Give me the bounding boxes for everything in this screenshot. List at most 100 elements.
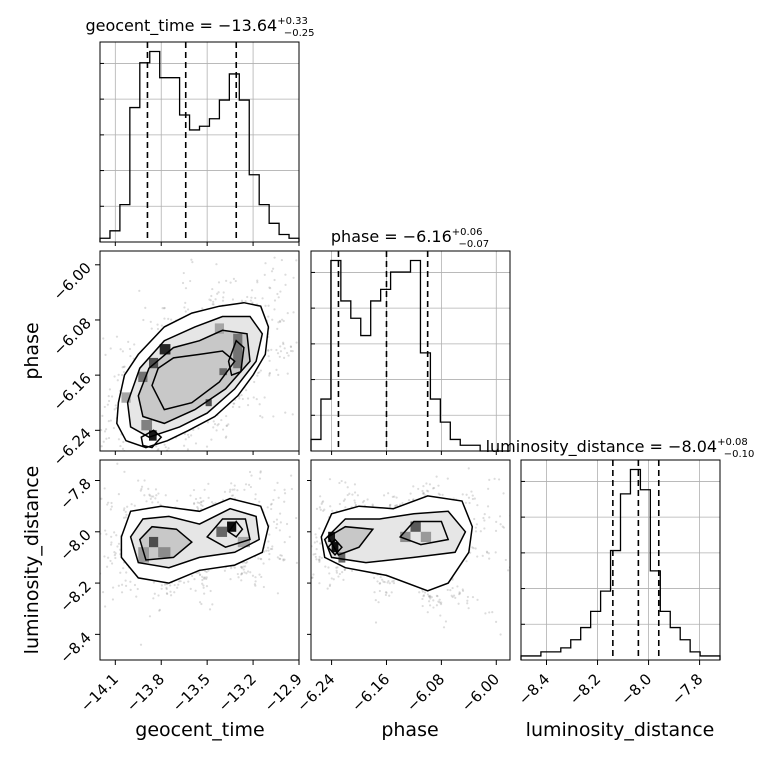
ytick-label-luminosity_distance: −8.2 xyxy=(56,577,94,615)
scatter-point xyxy=(103,405,106,409)
contour-line-3 xyxy=(398,520,450,546)
scatter-point xyxy=(280,318,284,321)
scatter-point xyxy=(90,448,92,450)
scatter-point xyxy=(225,414,228,418)
scatter-point xyxy=(231,405,235,408)
scatter-point xyxy=(451,586,454,590)
scatter-point xyxy=(201,578,204,582)
scatter-point xyxy=(238,405,241,409)
scatter-point xyxy=(251,301,254,304)
scatter-point xyxy=(194,589,197,592)
scatter-point xyxy=(267,549,270,552)
scatter-point xyxy=(465,493,468,496)
scatter-point xyxy=(143,494,146,497)
scatter-point xyxy=(319,508,322,511)
scatter-point xyxy=(275,368,278,371)
scatter-point xyxy=(258,573,261,576)
scatter-point xyxy=(193,466,195,468)
scatter-point xyxy=(190,258,193,261)
scatter-point xyxy=(418,591,421,594)
scatter-point xyxy=(217,291,220,294)
scatter-point xyxy=(273,489,276,492)
scatter-point xyxy=(425,489,429,492)
scatter-point xyxy=(497,478,501,481)
scatter-point xyxy=(382,580,385,583)
scatter-point xyxy=(240,572,244,575)
scatter-point xyxy=(511,521,513,523)
scatter-point xyxy=(341,571,344,574)
scatter-point xyxy=(231,298,235,301)
scatter-point xyxy=(230,566,233,570)
title-luminosity-distance: luminosity_distance = −8.04+0.08 −0.10 xyxy=(486,437,755,460)
scatter-point xyxy=(243,571,246,574)
scatter-point xyxy=(225,279,228,282)
scatter-point xyxy=(211,603,214,606)
scatter-point xyxy=(198,573,202,576)
scatter-point xyxy=(177,583,180,586)
scatter-point xyxy=(113,375,116,378)
scatter-point xyxy=(289,474,293,477)
scatter-point xyxy=(269,287,272,290)
scatter-point xyxy=(217,281,221,284)
scatter-point xyxy=(97,369,99,371)
scatter-point xyxy=(263,273,266,276)
scatter-point xyxy=(140,487,143,491)
scatter-point xyxy=(116,379,119,382)
scatter-point xyxy=(221,498,225,501)
scatter-point xyxy=(143,466,145,468)
hist-panel-geocent_time xyxy=(99,41,300,243)
scatter-point xyxy=(110,474,112,476)
scatter-point xyxy=(216,424,219,427)
scatter-point xyxy=(136,587,139,591)
scatter-point xyxy=(468,501,471,505)
scatter-point xyxy=(258,477,262,480)
scatter-point xyxy=(113,408,116,411)
scatter-point xyxy=(208,298,211,301)
scatter-point xyxy=(123,365,126,368)
scatter-point xyxy=(422,595,425,598)
scatter-point xyxy=(127,340,130,343)
scatter-point xyxy=(318,506,321,509)
scatter-point xyxy=(160,584,163,587)
scatter-point xyxy=(267,348,270,352)
scatter-point xyxy=(473,517,476,521)
scatter-point xyxy=(311,576,314,579)
scatter-point xyxy=(252,396,255,399)
scatter-point xyxy=(283,347,286,350)
xtick-label-geocent_time: −13.8 xyxy=(123,670,168,715)
scatter-point xyxy=(494,529,498,532)
scatter-point xyxy=(362,499,366,503)
scatter-point xyxy=(107,467,109,469)
scatter-point xyxy=(186,308,190,311)
scatter-point xyxy=(103,487,106,490)
scatter-point xyxy=(159,503,162,506)
ylabel-phase: phase xyxy=(21,322,43,379)
scatter-point xyxy=(342,578,345,582)
hist-panel-luminosity_distance xyxy=(520,459,721,661)
scatter-point xyxy=(461,588,464,591)
contour-line-4 xyxy=(327,538,343,557)
scatter-point xyxy=(124,510,127,513)
scatter-point xyxy=(167,317,170,320)
scatter-point xyxy=(392,582,396,585)
scatter-point xyxy=(322,467,324,469)
scatter-point xyxy=(283,558,286,561)
scatter-point xyxy=(371,503,374,506)
plot-layer: −14.1 −13.8 −13.5 −13.2 −12.9−6.24 −6.16 −6.08… xyxy=(50,41,721,715)
scatter-point xyxy=(271,545,274,548)
scatter-point xyxy=(276,292,279,296)
scatter-point xyxy=(149,497,152,500)
scatter-point xyxy=(222,291,225,294)
scatter-point xyxy=(290,565,292,567)
density-block xyxy=(121,392,131,403)
scatter-point xyxy=(140,485,144,488)
density-block xyxy=(233,333,243,369)
scatter-point xyxy=(169,590,172,593)
scatter-point xyxy=(233,484,236,487)
scatter-point xyxy=(163,317,166,320)
scatter-point xyxy=(199,503,203,506)
scatter-point xyxy=(199,501,203,504)
scatter-point xyxy=(284,273,287,276)
scatter-point xyxy=(268,575,270,577)
scatter-point xyxy=(240,566,244,570)
